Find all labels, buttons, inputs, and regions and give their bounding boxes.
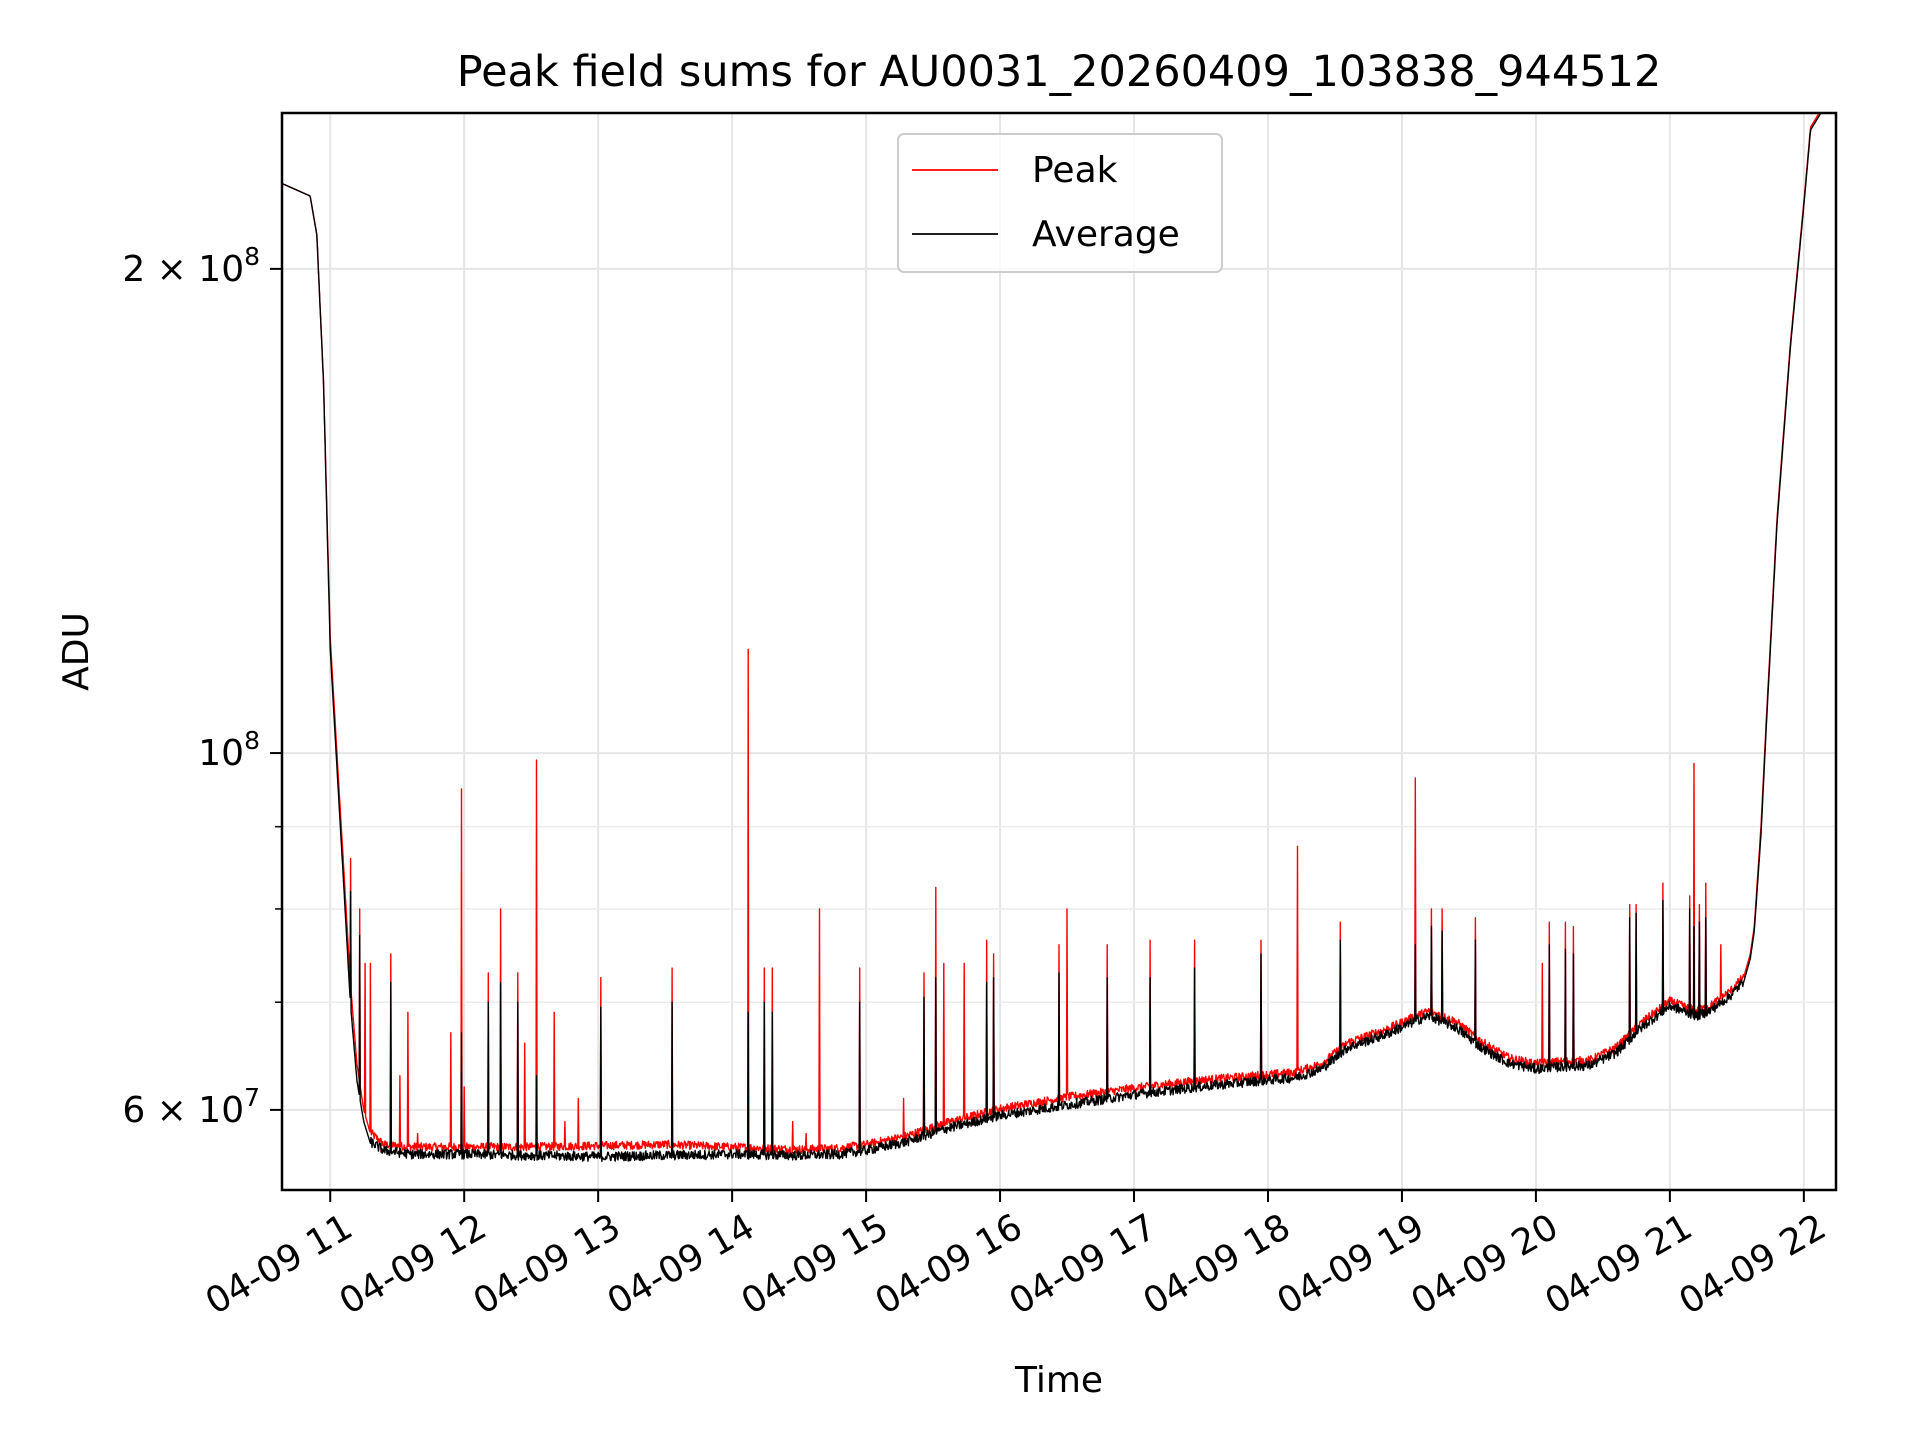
y-tick-label: 2 × 108 [122, 242, 260, 290]
x-tick-label: 04-09 13 [467, 1206, 628, 1322]
x-tick-label: 04-09 15 [735, 1206, 896, 1322]
x-tick-label: 04-09 12 [333, 1206, 494, 1322]
legend-box [897, 133, 1223, 273]
x-tick-label: 04-09 18 [1137, 1206, 1298, 1322]
plot-frame [280, 111, 1838, 1192]
y-tick-label: 6 × 107 [122, 1083, 260, 1131]
x-tick-label: 04-09 19 [1271, 1206, 1432, 1322]
series-line-peak [282, 113, 1821, 1154]
legend-label-average: Average [1032, 214, 1180, 255]
x-tick-label: 04-09 17 [1003, 1206, 1164, 1322]
legend-label-peak: Peak [1032, 150, 1118, 191]
x-tick-label: 04-09 16 [869, 1206, 1030, 1322]
x-tick-label: 04-09 14 [601, 1206, 762, 1322]
x-tick-label: 04-09 11 [199, 1206, 360, 1322]
y-axis-title: ADU [56, 612, 97, 691]
x-tick-label: 04-09 21 [1539, 1206, 1700, 1322]
x-tick-label: 04-09 20 [1405, 1206, 1566, 1322]
series-line-average [282, 113, 1822, 1162]
x-tick-label: 04-09 22 [1672, 1206, 1833, 1322]
legend: Peak Average [897, 133, 1223, 273]
x-axis-title: Time [1014, 1360, 1103, 1401]
chart-title: Peak field sums for AU0031_20260409_1038… [457, 47, 1662, 97]
series-layer [282, 113, 1822, 1162]
y-tick-label: 108 [198, 726, 260, 774]
